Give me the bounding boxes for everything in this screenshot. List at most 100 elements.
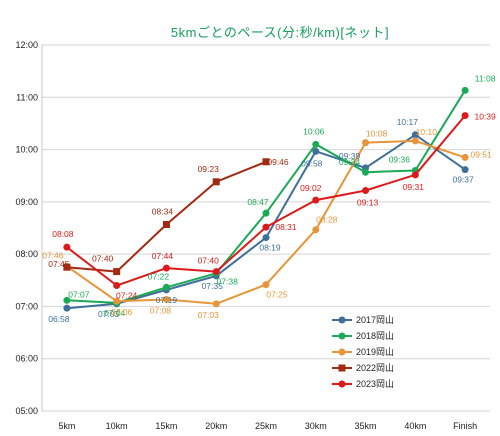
data-label: 09:46 [267,157,289,167]
data-label: 08:28 [316,215,338,225]
data-labels: 06:58 07:03 07:19 07:35 08:19 09:58 09:39 10:17… [42,73,496,324]
series-layer [63,86,469,312]
data-label: 06:58 [48,314,70,324]
data-label: 10:39 [474,112,496,122]
data-label: 07:07 [68,289,90,299]
legend: 2017岡山 2018岡山 2019岡山 2022岡山 2023岡山 [332,315,394,389]
data-label: 07:24 [116,291,138,301]
data-point [113,282,121,290]
y-tick-label: 06:00 [15,354,38,364]
data-label: 09:58 [301,158,323,168]
data-label: 07:44 [152,251,174,261]
data-point [113,297,121,305]
data-label: 08:19 [259,243,281,253]
data-point [312,140,320,148]
legend-label: 2019岡山 [356,347,394,357]
data-point [113,268,121,276]
legend-marker [338,348,346,356]
data-label: 07:19 [156,295,178,305]
data-label: 08:08 [52,229,74,239]
axes: 05:00 06:00 07:00 08:00 09:00 10:00 11:00 12:00… [15,40,477,431]
data-label: 07:46 [42,250,64,260]
y-tick-label: 11:00 [16,92,38,102]
data-point [63,304,71,312]
data-label: 09:51 [470,149,492,159]
x-tick-label: Finish [453,421,477,431]
x-tick-label: 15km [155,421,177,431]
data-point [362,168,370,176]
x-tick-label: 5km [58,421,75,431]
data-label: 10:17 [397,117,419,127]
data-point [312,196,320,204]
y-tick-label: 08:00 [15,249,38,259]
data-point [63,263,71,271]
data-label: 07:22 [148,271,170,281]
data-label: 09:39 [339,151,361,161]
data-point [262,281,270,289]
x-tick-label: 20km [205,421,227,431]
legend-label: 2023岡山 [356,379,394,389]
data-point [461,86,469,94]
data-point [411,137,419,145]
data-point [461,166,469,174]
data-point [212,178,220,186]
data-label: 07:04 [104,308,126,318]
data-label: 07:40 [198,256,220,266]
data-label: 09:23 [198,164,220,174]
legend-marker [338,364,346,372]
data-point [162,283,170,291]
y-tick-label: 12:00 [15,40,38,50]
data-point [262,234,270,242]
data-label: 09:13 [357,198,379,208]
data-label: 07:06 [111,307,133,317]
data-point [262,209,270,217]
legend-marker [338,380,346,388]
y-tick-label: 09:00 [15,197,38,207]
data-label: 07:08 [150,305,172,315]
data-point [212,300,220,308]
data-label: 10:08 [366,129,388,139]
data-point [162,264,170,272]
data-label: 08:31 [275,222,297,232]
data-label: 07:03 [198,310,220,320]
data-label: 09:36 [389,154,411,164]
legend-marker [338,332,346,340]
data-label: 09:34 [339,157,361,167]
data-label: 09:02 [300,183,322,193]
x-tick-label: 10km [106,421,128,431]
data-label: 08:47 [247,197,269,207]
legend-label: 2022岡山 [356,363,394,373]
data-point [312,226,320,234]
data-point [362,187,370,195]
x-tick-label: 30km [305,421,327,431]
data-label: 07:03 [98,309,120,319]
data-point [411,131,419,139]
data-label: 07:45 [48,259,70,269]
data-label: 08:34 [152,207,174,217]
data-label: 09:31 [403,182,425,192]
data-point [212,268,220,276]
x-tick-label: 25km [255,421,277,431]
x-tick-label: 40km [404,421,426,431]
data-label: 10:10 [416,127,438,137]
chart-title: 5kmごとのペース(分:秒/km)[ネット] [171,25,389,40]
y-tick-label: 07:00 [15,301,38,311]
data-point [262,223,270,231]
legend-label: 2018岡山 [356,331,394,341]
data-label: 11:08 [475,73,496,83]
y-tick-label: 10:00 [15,145,38,155]
series-line-2019岡山 [66,139,466,305]
data-label: 10:06 [303,126,325,136]
data-label: 09:37 [452,175,474,185]
data-label: 07:38 [217,276,239,286]
data-point [63,296,71,304]
data-point [312,147,320,155]
x-tick-label: 35km [355,421,377,431]
data-point [461,112,469,120]
data-point [262,158,270,166]
legend-label: 2017岡山 [356,315,394,325]
data-point [362,139,370,147]
data-point [162,295,170,303]
data-label: 07:35 [202,281,224,291]
